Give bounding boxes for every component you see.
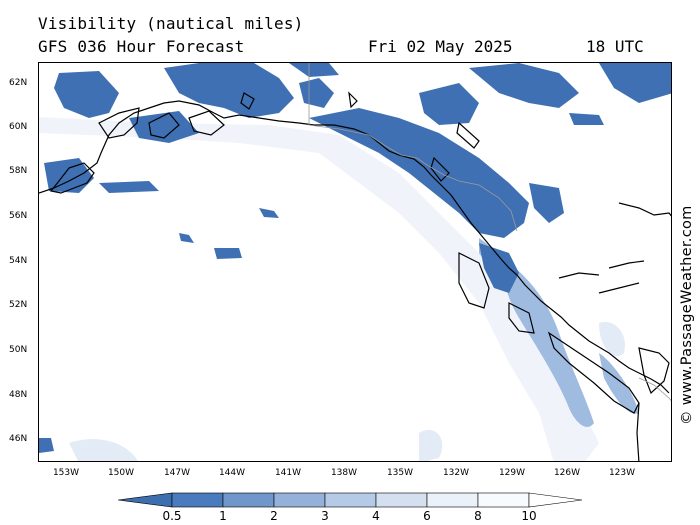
lon-label: 150W [107, 468, 135, 478]
light-visibility-regions [39, 117, 625, 461]
colorbar-segment [171, 492, 224, 508]
lon-label: 147W [163, 468, 191, 478]
colorbar-segment [324, 492, 377, 508]
lat-label: 58N [9, 166, 28, 176]
colorbar-segment [222, 492, 275, 508]
lon-label: 153W [52, 468, 80, 478]
map-canvas [39, 63, 671, 461]
forecast-time: 18 UTC [586, 37, 644, 56]
colorbar-label: 4 [372, 509, 380, 523]
lon-label: 135W [386, 468, 414, 478]
lat-label: 52N [9, 300, 28, 310]
lon-label: 129W [498, 468, 526, 478]
lat-label: 48N [9, 390, 28, 400]
lon-label: 132W [442, 468, 470, 478]
low-visibility-regions [39, 63, 671, 453]
coastline [39, 91, 671, 461]
lat-label: 46N [9, 434, 28, 444]
lon-label: 123W [608, 468, 636, 478]
colorbar-label: 3 [321, 509, 329, 523]
colorbar-label: 1 [219, 509, 227, 523]
colorbar-label: 6 [423, 509, 431, 523]
lon-label: 138W [330, 468, 358, 478]
visibility-map [38, 62, 672, 462]
colorbar-segment [273, 492, 326, 508]
visibility-colorbar [118, 492, 583, 508]
map-title: Visibility (nautical miles) [38, 14, 304, 33]
colorbar-label: 0.5 [162, 509, 182, 523]
lat-label: 60N [9, 122, 28, 132]
lat-label: 54N [9, 256, 28, 266]
forecast-model: GFS 036 Hour Forecast [38, 37, 245, 56]
colorbar-segment [375, 492, 428, 508]
colorbar-segment [118, 492, 173, 508]
colorbar-segment [477, 492, 530, 508]
site-credit: © www.PassageWeather.com [679, 205, 695, 425]
lon-label: 141W [274, 468, 302, 478]
colorbar-label: 10 [521, 509, 537, 523]
colorbar-segment [528, 492, 583, 508]
colorbar-segment [426, 492, 479, 508]
colorbar-label: 2 [270, 509, 278, 523]
lat-label: 62N [9, 78, 28, 88]
lat-label: 56N [9, 211, 28, 221]
lon-label: 126W [553, 468, 581, 478]
forecast-date: Fri 02 May 2025 [368, 37, 513, 56]
lon-label: 144W [218, 468, 246, 478]
colorbar-label: 8 [474, 509, 482, 523]
border-lines [308, 63, 671, 402]
lat-label: 50N [9, 345, 28, 355]
